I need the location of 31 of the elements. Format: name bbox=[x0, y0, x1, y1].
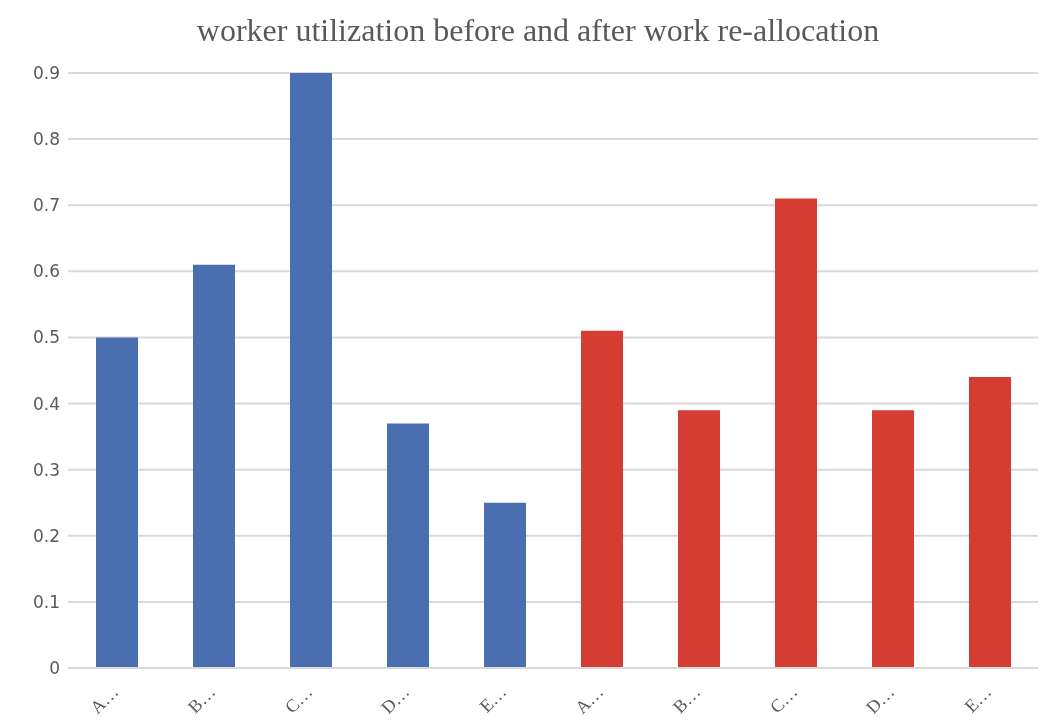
x-tick-label: E… bbox=[960, 681, 996, 717]
x-tick-label: C… bbox=[765, 681, 802, 717]
bar bbox=[581, 330, 623, 668]
y-tick-label: 0.1 bbox=[32, 591, 60, 612]
bar bbox=[678, 410, 720, 668]
y-tick-label: 0 bbox=[49, 658, 60, 679]
y-tick-label: 0.3 bbox=[32, 459, 60, 480]
y-tick-label: 0.5 bbox=[32, 327, 60, 348]
x-tick-label: D… bbox=[862, 681, 899, 718]
bar bbox=[387, 423, 429, 668]
y-tick-label: 0.2 bbox=[32, 525, 60, 546]
bar bbox=[775, 198, 817, 668]
x-tick-label: E… bbox=[475, 681, 511, 717]
y-tick-label: 0.4 bbox=[32, 393, 60, 414]
y-tick-label: 0.7 bbox=[32, 195, 60, 216]
x-tick-label: A… bbox=[571, 681, 608, 718]
bar bbox=[484, 502, 526, 668]
y-tick-label: 0.9 bbox=[32, 63, 60, 84]
bar bbox=[193, 264, 235, 668]
x-tick-label: C… bbox=[280, 681, 317, 717]
x-tick-label: B… bbox=[183, 681, 220, 717]
y-tick-label: 0.8 bbox=[32, 129, 60, 150]
y-tick-label: 0.6 bbox=[32, 261, 60, 282]
bar bbox=[96, 337, 138, 668]
bar bbox=[969, 377, 1011, 668]
x-tick-label: B… bbox=[668, 681, 705, 717]
x-tick-label: D… bbox=[377, 681, 414, 718]
chart-title: worker utilization before and after work re-allocation bbox=[195, 11, 881, 50]
bar bbox=[290, 73, 332, 668]
bar bbox=[872, 410, 914, 668]
x-tick-label: A… bbox=[86, 681, 123, 718]
